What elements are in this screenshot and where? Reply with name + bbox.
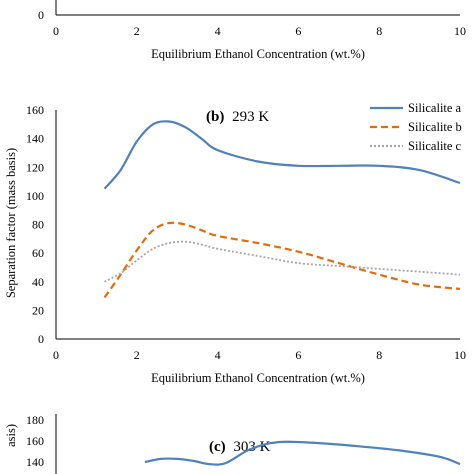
- panel-b-y-tick-label: 40: [32, 275, 44, 289]
- panel-b-y-tick-label: 120: [26, 160, 44, 174]
- panel-b-y-tick-label: 0: [38, 332, 44, 346]
- panel-a: 0 0 2 4 6 8 10 Equilibrium Ethanol Concentrat…: [38, 0, 466, 61]
- panel-b-y-ticks: 0 20 40 60 80 100 120 140 160: [26, 103, 44, 346]
- panel-c-y-tick-label: 160: [26, 434, 44, 448]
- panel-c-title-letter: (c): [209, 439, 226, 455]
- panel-b-y-tick-label: 100: [26, 189, 44, 203]
- panel-b-title-temp: 293 K: [232, 109, 269, 125]
- panel-b-title: (b) 293 K: [206, 109, 269, 125]
- panel-c-series-line-1: [144, 440, 461, 466]
- panel-a-x-axis-label: Equilibrium Ethanol Concentration (wt.%): [151, 47, 365, 61]
- panel-b-title-letter: (b): [206, 109, 224, 125]
- panel-c-y-tick-label: 180: [26, 413, 44, 427]
- panel-a-y-tick-0: 0: [38, 8, 44, 22]
- legend-label-1: Silicalite a: [408, 101, 462, 115]
- panel-a-x-tick-label: 6: [295, 24, 301, 38]
- panel-b-series-line-2: [103, 221, 461, 299]
- panel-b-x-ticks: 0 2 4 6 8 10: [53, 348, 466, 362]
- panel-b-x-tick-label: 0: [53, 348, 59, 362]
- panel-c-title-temp: 303 K: [233, 439, 270, 455]
- panel-c-title: (c) 303 K: [209, 439, 271, 455]
- panel-b-x-tick-label: 8: [376, 348, 382, 362]
- panel-a-x-ticks: 0 2 4 6 8 10: [53, 24, 466, 38]
- panel-a-x-tick-label: 10: [454, 24, 466, 38]
- panel-b-x-tick-label: 4: [215, 348, 221, 362]
- panel-b-x-tick-label: 2: [134, 348, 140, 362]
- panel-a-x-tick-label: 0: [53, 24, 59, 38]
- panel-b-x-tick-label: 10: [454, 348, 466, 362]
- legend-label-3: Silicalite c: [408, 139, 462, 153]
- panel-c-series: [144, 440, 461, 466]
- panel-b-x-tick-label: 6: [295, 348, 301, 362]
- panel-b-y-axis-label: Separation factor (mass basis): [4, 148, 18, 298]
- panel-b-y-tick-label: 160: [26, 103, 44, 117]
- panel-b-x-axis-label: Equilibrium Ethanol Concentration (wt.%): [151, 371, 365, 385]
- legend-label-2: Silicalite b: [408, 120, 462, 134]
- panel-b-y-tick-label: 80: [32, 218, 44, 232]
- panel-b-y-tick-label: 60: [32, 246, 44, 260]
- panel-b-series-line-1: [103, 120, 461, 190]
- panel-b-series-line-3: [104, 240, 461, 283]
- panel-c-y-axis-label-fragment: asis): [4, 424, 18, 447]
- panel-c-y-ticks: 140 160 180: [26, 413, 44, 469]
- panel-c: (c) 303 K 140 160 180 asis): [4, 413, 461, 474]
- panel-a-x-tick-label: 8: [376, 24, 382, 38]
- panel-b-series: [103, 120, 461, 299]
- panel-a-x-tick-label: 4: [215, 24, 221, 38]
- panel-b-y-tick-label: 140: [26, 132, 44, 146]
- panel-c-y-tick-label: 140: [26, 455, 44, 469]
- panel-b-y-tick-label: 20: [32, 303, 44, 317]
- panel-a-x-tick-label: 2: [134, 24, 140, 38]
- panel-b-legend: Silicalite a Silicalite b Silicalite c: [370, 101, 462, 153]
